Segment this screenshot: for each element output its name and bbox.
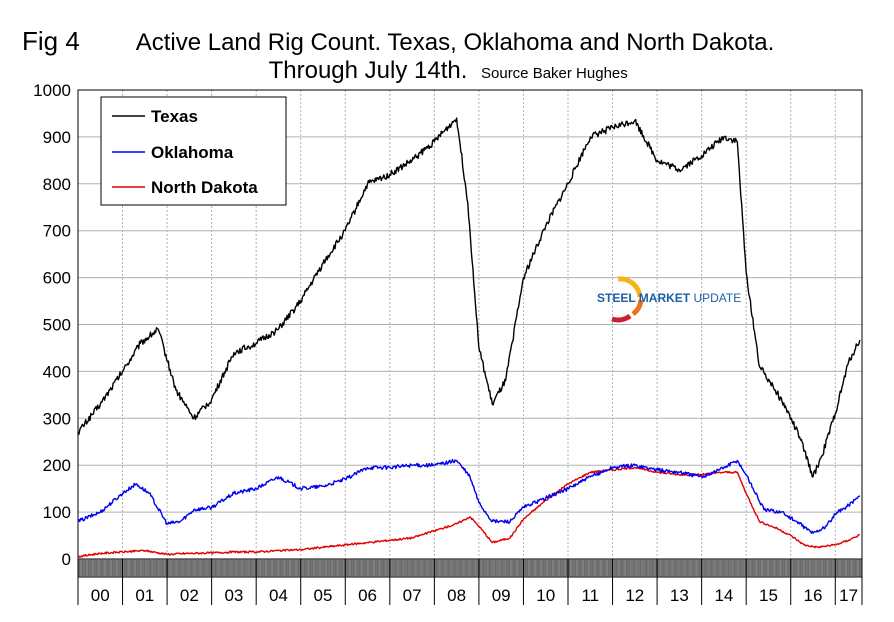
- x-axis-minor-ticks: [78, 559, 862, 577]
- x-axis-year-dividers: [77, 559, 863, 605]
- series-line-north-dakota: [77, 466, 860, 558]
- x-year-label-07: 07: [403, 586, 422, 605]
- chart-title-line2: Through July 14th.: [269, 57, 468, 84]
- legend-label-north-dakota: North Dakota: [151, 178, 258, 197]
- x-year-label-01: 01: [135, 586, 154, 605]
- x-year-label-10: 10: [536, 586, 555, 605]
- x-year-label-14: 14: [714, 586, 733, 605]
- chart-source: Source Baker Hughes: [481, 65, 628, 82]
- y-tick-label-300: 300: [43, 409, 71, 428]
- y-tick-label-900: 900: [43, 128, 71, 147]
- y-tick-label-1000: 1000: [33, 81, 71, 100]
- x-year-label-12: 12: [625, 586, 644, 605]
- x-axis-year-labels: 00 01 02 03 04 05 06 07 08 09 10 11 12 13 14 15 16 17: [91, 586, 858, 605]
- y-tick-label-500: 500: [43, 316, 71, 335]
- x-year-label-06: 06: [358, 586, 377, 605]
- figure-label: Fig 4: [22, 26, 80, 56]
- weekly-tick-marks: [78, 559, 862, 577]
- logo-text-light: UPDATE: [690, 291, 741, 305]
- x-year-label-16: 16: [804, 586, 823, 605]
- x-year-label-13: 13: [670, 586, 689, 605]
- y-tick-label-0: 0: [62, 550, 71, 569]
- y-tick-label-800: 800: [43, 175, 71, 194]
- x-year-label-11: 11: [581, 586, 599, 605]
- x-year-label-04: 04: [269, 586, 288, 605]
- chart-title-line1: Active Land Rig Count. Texas, Oklahoma a…: [136, 29, 775, 56]
- y-tick-label-700: 700: [43, 222, 71, 241]
- steel-market-update-logo: STEEL MARKET UPDATE: [597, 276, 741, 323]
- y-axis-tick-labels: 0 100 200 300 400 500 600 700 800 900 1000: [33, 81, 71, 569]
- y-tick-label-600: 600: [43, 269, 71, 288]
- x-year-label-00: 00: [91, 586, 110, 605]
- legend-label-oklahoma: Oklahoma: [151, 143, 234, 162]
- logo-arc-yellow: [617, 276, 643, 298]
- y-tick-label-400: 400: [43, 362, 71, 381]
- legend: Texas Oklahoma North Dakota: [100, 96, 287, 206]
- logo-text-strong: STEEL MARKET: [597, 291, 691, 305]
- logo-arc-orange: [631, 299, 644, 317]
- logo-arc-red: [611, 313, 632, 323]
- series-line-oklahoma: [77, 458, 861, 534]
- x-year-label-17: 17: [839, 586, 858, 605]
- x-year-label-02: 02: [180, 586, 199, 605]
- legend-label-texas: Texas: [151, 107, 198, 126]
- y-tick-label-100: 100: [43, 503, 71, 522]
- series-lines: [77, 117, 861, 558]
- series-line-texas: [77, 117, 861, 478]
- y-tick-label-200: 200: [43, 456, 71, 475]
- x-year-label-15: 15: [759, 586, 778, 605]
- x-year-label-08: 08: [447, 586, 466, 605]
- logo-text: STEEL MARKET UPDATE: [597, 291, 741, 305]
- x-year-label-05: 05: [314, 586, 333, 605]
- x-year-label-09: 09: [492, 586, 511, 605]
- x-year-label-03: 03: [224, 586, 243, 605]
